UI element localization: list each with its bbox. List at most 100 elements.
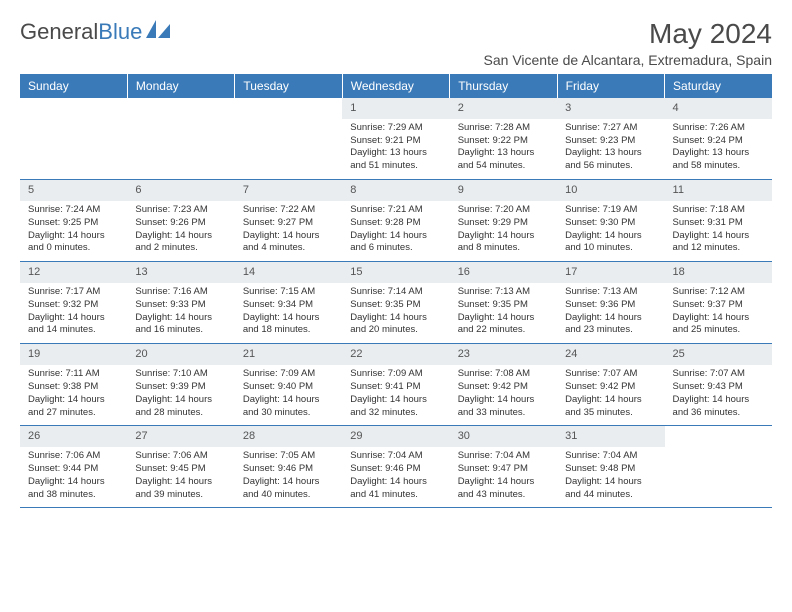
day-info-line: Daylight: 14 hours [135, 476, 226, 489]
day-info-line: Sunrise: 7:26 AM [673, 122, 764, 135]
day-info-line: and 25 minutes. [673, 324, 764, 337]
day-body [127, 104, 234, 162]
day-body: Sunrise: 7:08 AMSunset: 9:42 PMDaylight:… [450, 365, 557, 425]
day-info-line: Sunset: 9:46 PM [243, 463, 334, 476]
day-info-line: Sunset: 9:26 PM [135, 217, 226, 230]
day-info-line: Daylight: 14 hours [458, 230, 549, 243]
day-info-line: Sunset: 9:42 PM [458, 381, 549, 394]
weekday-header: Monday [127, 74, 234, 98]
day-number: 1 [342, 98, 449, 119]
day-info-line: Daylight: 14 hours [350, 312, 441, 325]
day-info-line: and 36 minutes. [673, 407, 764, 420]
calendar-day-cell [127, 98, 234, 180]
day-info-line: Sunset: 9:45 PM [135, 463, 226, 476]
day-info-line: Daylight: 13 hours [673, 147, 764, 160]
weekday-header-row: Sunday Monday Tuesday Wednesday Thursday… [20, 74, 772, 98]
calendar-day-cell: 11Sunrise: 7:18 AMSunset: 9:31 PMDayligh… [665, 180, 772, 262]
day-body: Sunrise: 7:04 AMSunset: 9:48 PMDaylight:… [557, 447, 664, 507]
day-body: Sunrise: 7:28 AMSunset: 9:22 PMDaylight:… [450, 119, 557, 179]
day-info-line: Sunrise: 7:29 AM [350, 122, 441, 135]
day-number: 12 [20, 262, 127, 283]
day-info-line: Sunrise: 7:19 AM [565, 204, 656, 217]
weekday-header: Friday [557, 74, 664, 98]
day-body: Sunrise: 7:10 AMSunset: 9:39 PMDaylight:… [127, 365, 234, 425]
day-body: Sunrise: 7:05 AMSunset: 9:46 PMDaylight:… [235, 447, 342, 507]
day-body: Sunrise: 7:15 AMSunset: 9:34 PMDaylight:… [235, 283, 342, 343]
day-number: 19 [20, 344, 127, 365]
day-number: 31 [557, 426, 664, 447]
brand-text: GeneralBlue [20, 19, 142, 45]
day-info-line: Daylight: 13 hours [350, 147, 441, 160]
day-info-line: and 35 minutes. [565, 407, 656, 420]
day-info-line: Daylight: 14 hours [565, 230, 656, 243]
calendar-day-cell: 14Sunrise: 7:15 AMSunset: 9:34 PMDayligh… [235, 262, 342, 344]
calendar-day-cell: 16Sunrise: 7:13 AMSunset: 9:35 PMDayligh… [450, 262, 557, 344]
calendar-day-cell: 13Sunrise: 7:16 AMSunset: 9:33 PMDayligh… [127, 262, 234, 344]
day-body: Sunrise: 7:18 AMSunset: 9:31 PMDaylight:… [665, 201, 772, 261]
calendar-day-cell [235, 98, 342, 180]
day-info-line: Sunset: 9:47 PM [458, 463, 549, 476]
day-body [665, 432, 772, 490]
day-number: 15 [342, 262, 449, 283]
day-info-line: Sunrise: 7:14 AM [350, 286, 441, 299]
day-info-line: Daylight: 14 hours [243, 230, 334, 243]
day-info-line: Sunset: 9:34 PM [243, 299, 334, 312]
day-info-line: and 54 minutes. [458, 160, 549, 173]
day-number: 16 [450, 262, 557, 283]
calendar-day-cell: 30Sunrise: 7:04 AMSunset: 9:47 PMDayligh… [450, 426, 557, 508]
day-info-line: and 20 minutes. [350, 324, 441, 337]
calendar-day-cell: 9Sunrise: 7:20 AMSunset: 9:29 PMDaylight… [450, 180, 557, 262]
day-info-line: Daylight: 14 hours [458, 312, 549, 325]
calendar-day-cell: 2Sunrise: 7:28 AMSunset: 9:22 PMDaylight… [450, 98, 557, 180]
day-number: 6 [127, 180, 234, 201]
day-info-line: Sunrise: 7:06 AM [135, 450, 226, 463]
day-info-line: Sunset: 9:27 PM [243, 217, 334, 230]
day-info-line: Sunset: 9:42 PM [565, 381, 656, 394]
day-number: 17 [557, 262, 664, 283]
day-body: Sunrise: 7:14 AMSunset: 9:35 PMDaylight:… [342, 283, 449, 343]
day-number: 21 [235, 344, 342, 365]
calendar-day-cell: 12Sunrise: 7:17 AMSunset: 9:32 PMDayligh… [20, 262, 127, 344]
day-body: Sunrise: 7:04 AMSunset: 9:46 PMDaylight:… [342, 447, 449, 507]
calendar-table: Sunday Monday Tuesday Wednesday Thursday… [20, 74, 772, 508]
day-info-line: Sunrise: 7:07 AM [565, 368, 656, 381]
calendar-day-cell: 8Sunrise: 7:21 AMSunset: 9:28 PMDaylight… [342, 180, 449, 262]
day-info-line: and 18 minutes. [243, 324, 334, 337]
day-body: Sunrise: 7:22 AMSunset: 9:27 PMDaylight:… [235, 201, 342, 261]
day-info-line: Sunrise: 7:27 AM [565, 122, 656, 135]
day-info-line: Sunset: 9:33 PM [135, 299, 226, 312]
calendar-day-cell: 1Sunrise: 7:29 AMSunset: 9:21 PMDaylight… [342, 98, 449, 180]
day-number: 18 [665, 262, 772, 283]
day-info-line: and 4 minutes. [243, 242, 334, 255]
day-info-line: and 38 minutes. [28, 489, 119, 502]
calendar-day-cell: 20Sunrise: 7:10 AMSunset: 9:39 PMDayligh… [127, 344, 234, 426]
day-number: 24 [557, 344, 664, 365]
day-info-line: Daylight: 14 hours [243, 394, 334, 407]
day-number: 25 [665, 344, 772, 365]
calendar-week-row: 12Sunrise: 7:17 AMSunset: 9:32 PMDayligh… [20, 262, 772, 344]
day-info-line: Sunrise: 7:15 AM [243, 286, 334, 299]
day-info-line: and 12 minutes. [673, 242, 764, 255]
day-body [235, 104, 342, 162]
calendar-day-cell: 22Sunrise: 7:09 AMSunset: 9:41 PMDayligh… [342, 344, 449, 426]
day-info-line: Sunset: 9:31 PM [673, 217, 764, 230]
calendar-day-cell: 24Sunrise: 7:07 AMSunset: 9:42 PMDayligh… [557, 344, 664, 426]
day-info-line: Daylight: 14 hours [565, 476, 656, 489]
day-info-line: and 44 minutes. [565, 489, 656, 502]
day-info-line: and 58 minutes. [673, 160, 764, 173]
day-info-line: Sunrise: 7:13 AM [458, 286, 549, 299]
day-info-line: Sunrise: 7:16 AM [135, 286, 226, 299]
day-info-line: Sunrise: 7:06 AM [28, 450, 119, 463]
day-info-line: Daylight: 13 hours [565, 147, 656, 160]
day-body: Sunrise: 7:17 AMSunset: 9:32 PMDaylight:… [20, 283, 127, 343]
day-number: 7 [235, 180, 342, 201]
calendar-week-row: 1Sunrise: 7:29 AMSunset: 9:21 PMDaylight… [20, 98, 772, 180]
calendar-day-cell: 5Sunrise: 7:24 AMSunset: 9:25 PMDaylight… [20, 180, 127, 262]
day-info-line: and 30 minutes. [243, 407, 334, 420]
day-number: 3 [557, 98, 664, 119]
day-info-line: Sunrise: 7:13 AM [565, 286, 656, 299]
day-info-line: Daylight: 14 hours [350, 394, 441, 407]
day-info-line: Sunrise: 7:04 AM [350, 450, 441, 463]
day-body: Sunrise: 7:29 AMSunset: 9:21 PMDaylight:… [342, 119, 449, 179]
day-number: 2 [450, 98, 557, 119]
